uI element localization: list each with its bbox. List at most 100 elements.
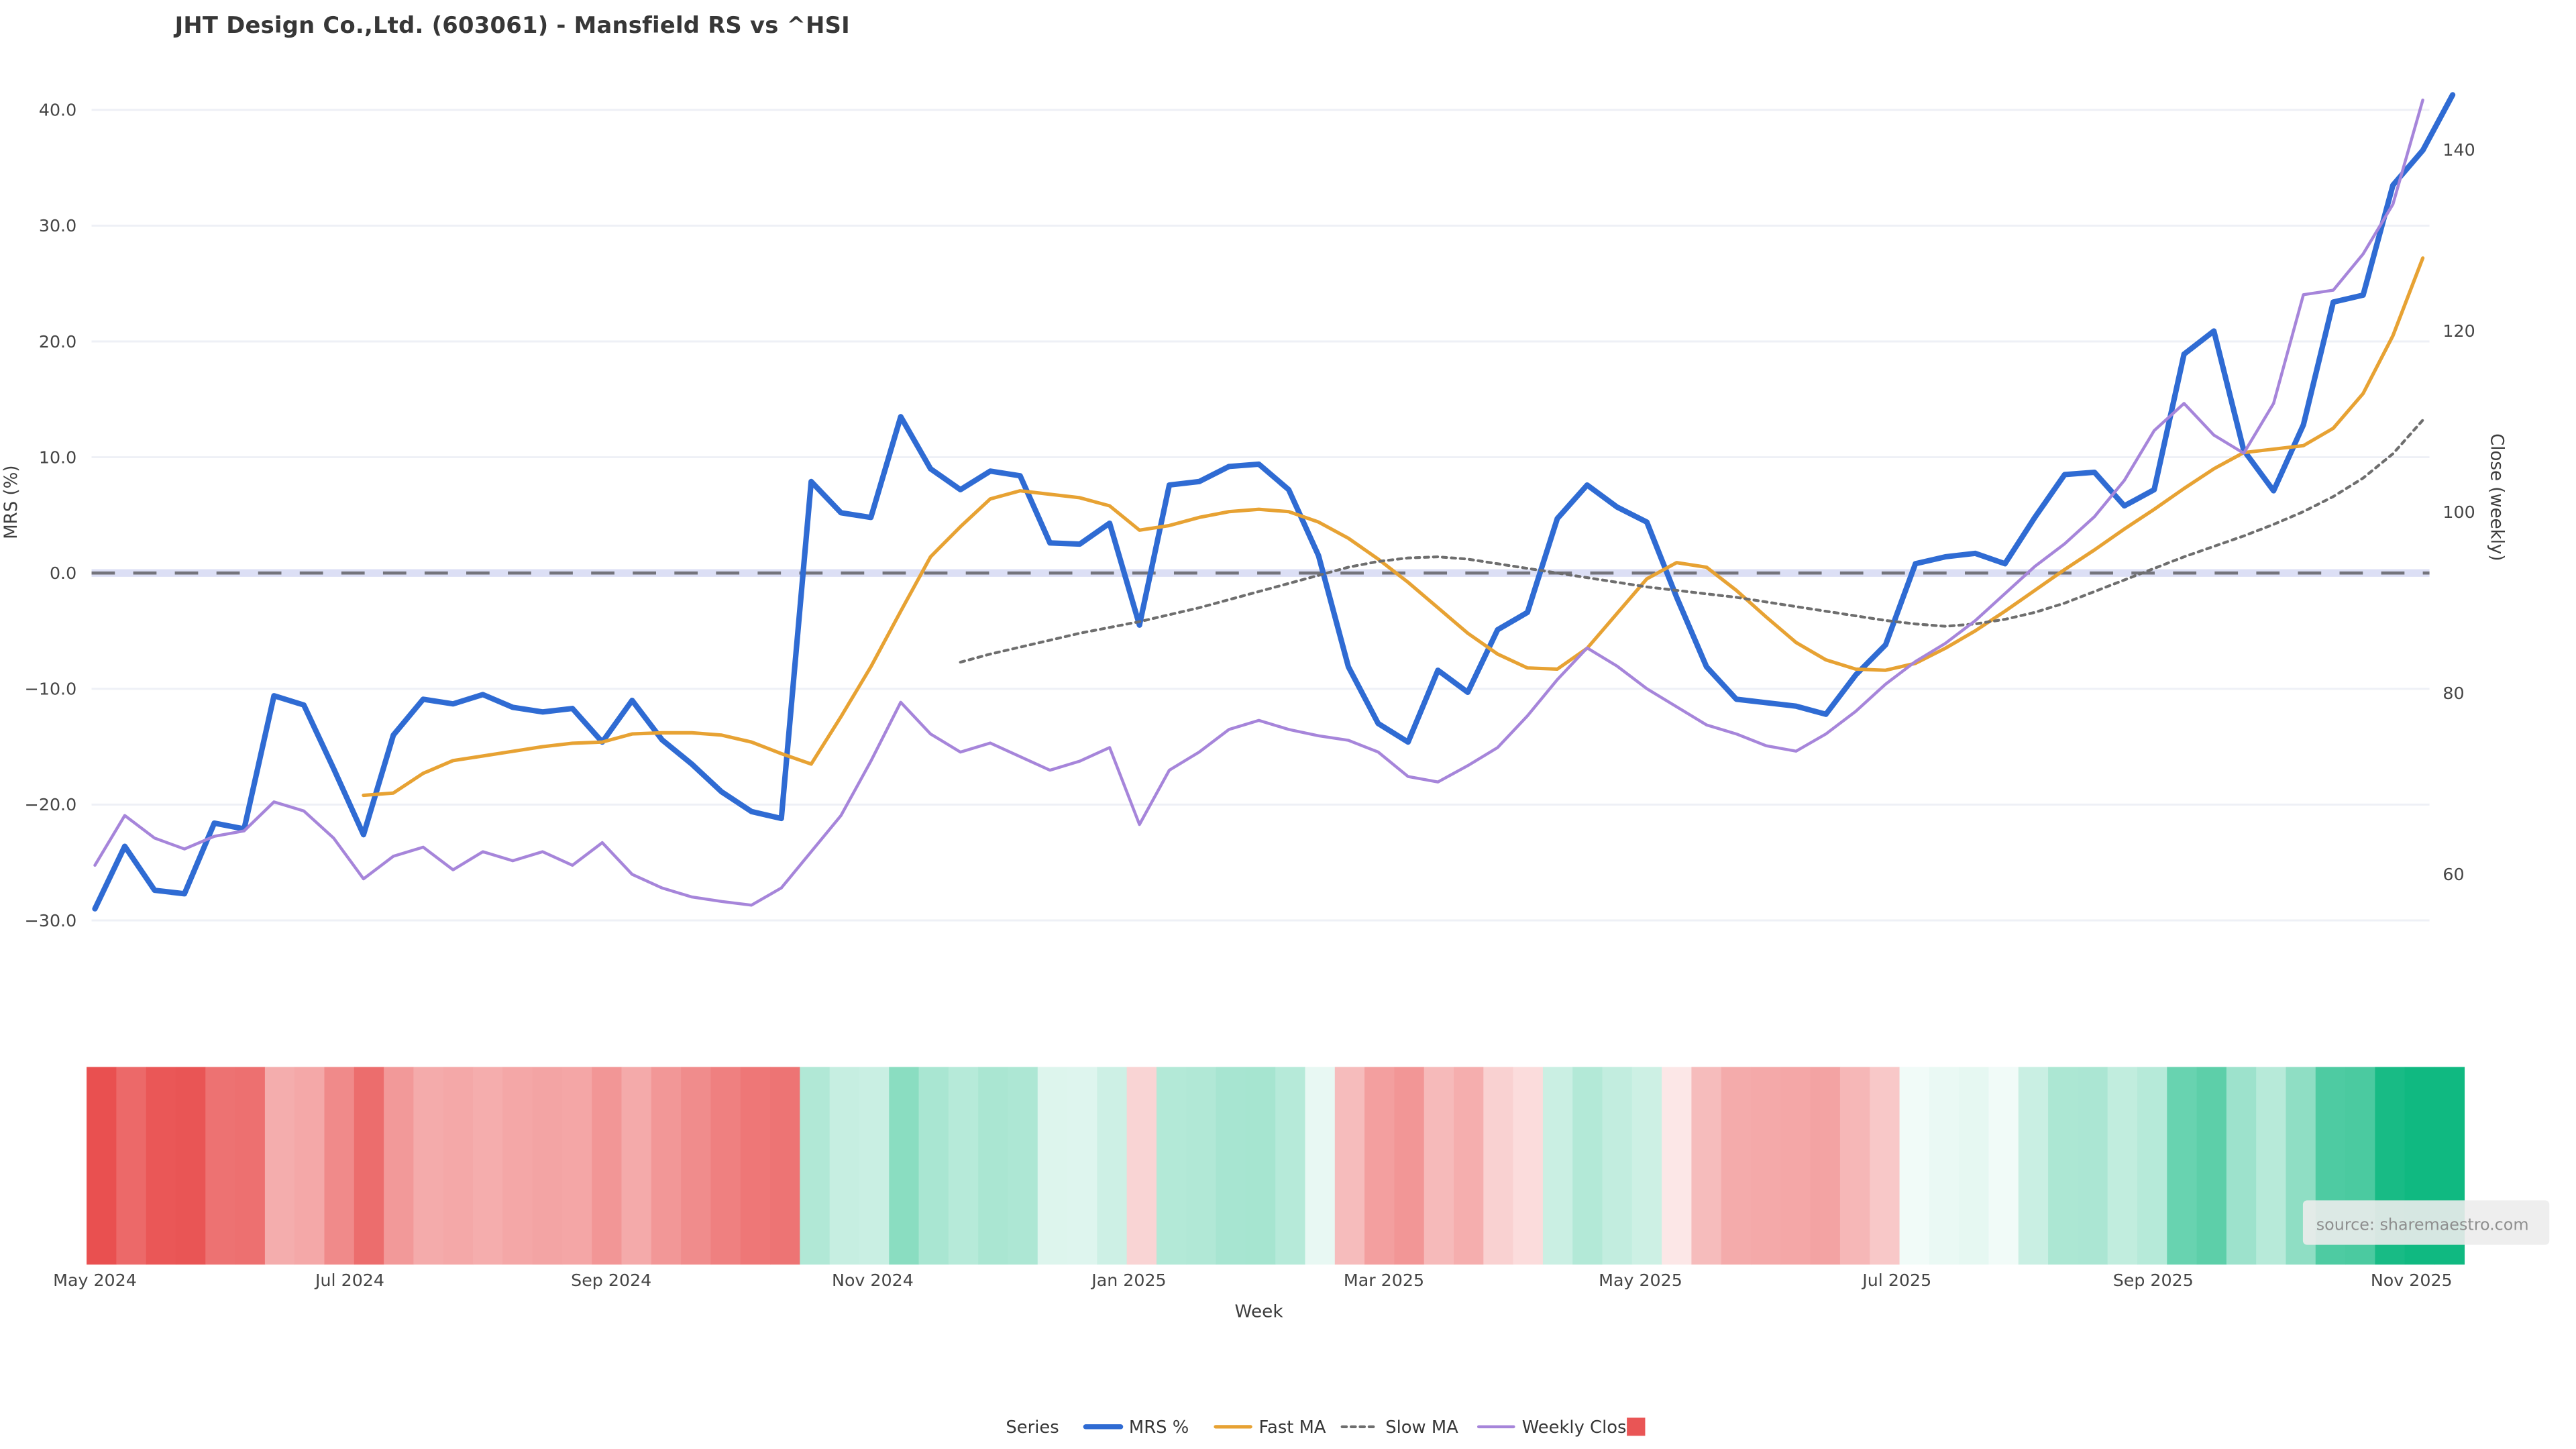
x-tick-label: Jul 2025: [1861, 1271, 1931, 1290]
heatmap-cell: [473, 1067, 504, 1265]
heatmap-cell: [205, 1067, 236, 1265]
right-tick-label: 80: [2443, 684, 2464, 703]
heatmap-cell: [1839, 1067, 1870, 1265]
legend-label: Slow MA: [1385, 1417, 1458, 1438]
heatmap-cell: [1959, 1067, 1990, 1265]
right-tick-label: 60: [2443, 865, 2464, 884]
heatmap-cell: [1305, 1067, 1336, 1265]
heatmap-cell: [1572, 1067, 1603, 1265]
heatmap-cell: [621, 1067, 652, 1265]
x-tick-label: Sep 2025: [2113, 1271, 2194, 1290]
x-tick-label: Jul 2024: [314, 1271, 384, 1290]
axis-x-tick-labels: May 2024 Jul 2024 Sep 2024 Nov 2024 Jan 2025…: [53, 1271, 2453, 1290]
heatmap-cell: [918, 1067, 949, 1265]
heatmap-cell: [1364, 1067, 1395, 1265]
heatmap-cell: [710, 1067, 741, 1265]
page-title: JHT Design Co.,Ltd. (603061) - Mansfield…: [174, 12, 850, 38]
heatmap-cell: [1513, 1067, 1544, 1265]
heatmap-cell: [740, 1067, 771, 1265]
heatmap-cell: [1780, 1067, 1811, 1265]
left-tick-label: 20.0: [39, 332, 76, 352]
heatmap-cell: [1454, 1067, 1485, 1265]
heatmap-cell: [1126, 1067, 1157, 1265]
heatmap-cell: [2137, 1067, 2168, 1265]
heatmap-cell: [384, 1067, 415, 1265]
heatmap-cell: [1037, 1067, 1068, 1265]
legend-label: MRS %: [1129, 1417, 1189, 1438]
heatmap-cell: [502, 1067, 533, 1265]
left-tick-label: −20.0: [25, 795, 77, 814]
heatmap-cell: [87, 1067, 117, 1265]
heatmap-cell: [829, 1067, 860, 1265]
heatmap-cell: [2167, 1067, 2198, 1265]
heatmap-cell: [146, 1067, 176, 1265]
heatmap-cell: [1810, 1067, 1841, 1265]
axis-right-tick-labels: 140 120 100 80 60: [2443, 140, 2475, 884]
left-axis-title: MRS (%): [1, 465, 21, 539]
heatmap-strip: [87, 1067, 2465, 1265]
heatmap-cell: [561, 1067, 592, 1265]
right-tick-label: 120: [2443, 321, 2475, 341]
heatmap-cell: [1186, 1067, 1217, 1265]
heatmap-cell: [1602, 1067, 1633, 1265]
heatmap-cell: [1988, 1067, 2019, 1265]
x-axis-title: Week: [1235, 1302, 1284, 1322]
heatmap-cell: [1483, 1067, 1514, 1265]
heatmap-cell: [948, 1067, 979, 1265]
heatmap-cell: [2048, 1067, 2079, 1265]
x-tick-label: May 2024: [53, 1271, 137, 1290]
heatmap-cell: [2107, 1067, 2138, 1265]
axis-left-tick-labels: 40.0 30.0 20.0 10.0 0.0 −10.0 −20.0 −30.0: [25, 101, 77, 930]
heatmap-cell: [1245, 1067, 1276, 1265]
heatmap-cell: [175, 1067, 207, 1265]
x-tick-label: Mar 2025: [1344, 1271, 1424, 1290]
heatmap-cell: [1334, 1067, 1365, 1265]
heatmap-cell: [1394, 1067, 1425, 1265]
heatmap-cell: [116, 1067, 147, 1265]
heatmap-cell: [1008, 1067, 1038, 1265]
heatmap-cell: [354, 1067, 384, 1265]
watermark: source: sharemaestro.com: [2302, 1200, 2550, 1245]
heatmap-cell: [2078, 1067, 2108, 1265]
series-line-mrs-: [92, 92, 2456, 912]
heatmap-cell: [1067, 1067, 1098, 1265]
heatmap-cell: [1870, 1067, 1900, 1265]
legend-title: Series: [1006, 1417, 1059, 1438]
heatmap-cell: [1156, 1067, 1187, 1265]
heatmap-cell: [532, 1067, 563, 1265]
heatmap-cell: [770, 1067, 801, 1265]
heatmap-cell: [413, 1067, 444, 1265]
heatmap-cell: [2256, 1067, 2287, 1265]
left-tick-label: 10.0: [39, 448, 76, 468]
heatmap-cell: [2018, 1067, 2049, 1265]
x-tick-label: May 2025: [1599, 1271, 1682, 1290]
right-tick-label: 100: [2443, 502, 2475, 522]
x-tick-label: Nov 2024: [832, 1271, 914, 1290]
right-axis-title: Close (weekly): [2486, 433, 2506, 561]
x-tick-label: Jan 2025: [1090, 1271, 1166, 1290]
left-tick-label: 0.0: [50, 564, 76, 583]
heatmap-cell: [1691, 1067, 1722, 1265]
x-tick-label: Nov 2025: [2371, 1271, 2453, 1290]
heatmap-cell: [978, 1067, 1009, 1265]
watermark-text: source: sharemaestro.com: [2316, 1216, 2529, 1234]
heatmap-cell: [235, 1067, 266, 1265]
heatmap-cell: [2226, 1067, 2257, 1265]
legend: Series MRS % Fast MA Slow MA Weekly Close: [1006, 1417, 1646, 1438]
legend-label: Weekly Close: [1522, 1417, 1638, 1438]
heatmap-cell: [1929, 1067, 1960, 1265]
heatmap-cell: [859, 1067, 890, 1265]
heatmap-cell: [1542, 1067, 1573, 1265]
series-lines: [92, 92, 2456, 912]
series-line-weekly-close: [93, 98, 2424, 907]
heatmap-cell: [592, 1067, 623, 1265]
legend-label: Fast MA: [1259, 1417, 1326, 1438]
right-tick-label: 140: [2443, 140, 2475, 160]
heatmap-cell: [681, 1067, 712, 1265]
left-tick-label: −10.0: [25, 680, 77, 699]
heatmap-cell: [1275, 1067, 1306, 1265]
heatmap-cell: [294, 1067, 325, 1265]
watermark-background: [2302, 1200, 2550, 1245]
